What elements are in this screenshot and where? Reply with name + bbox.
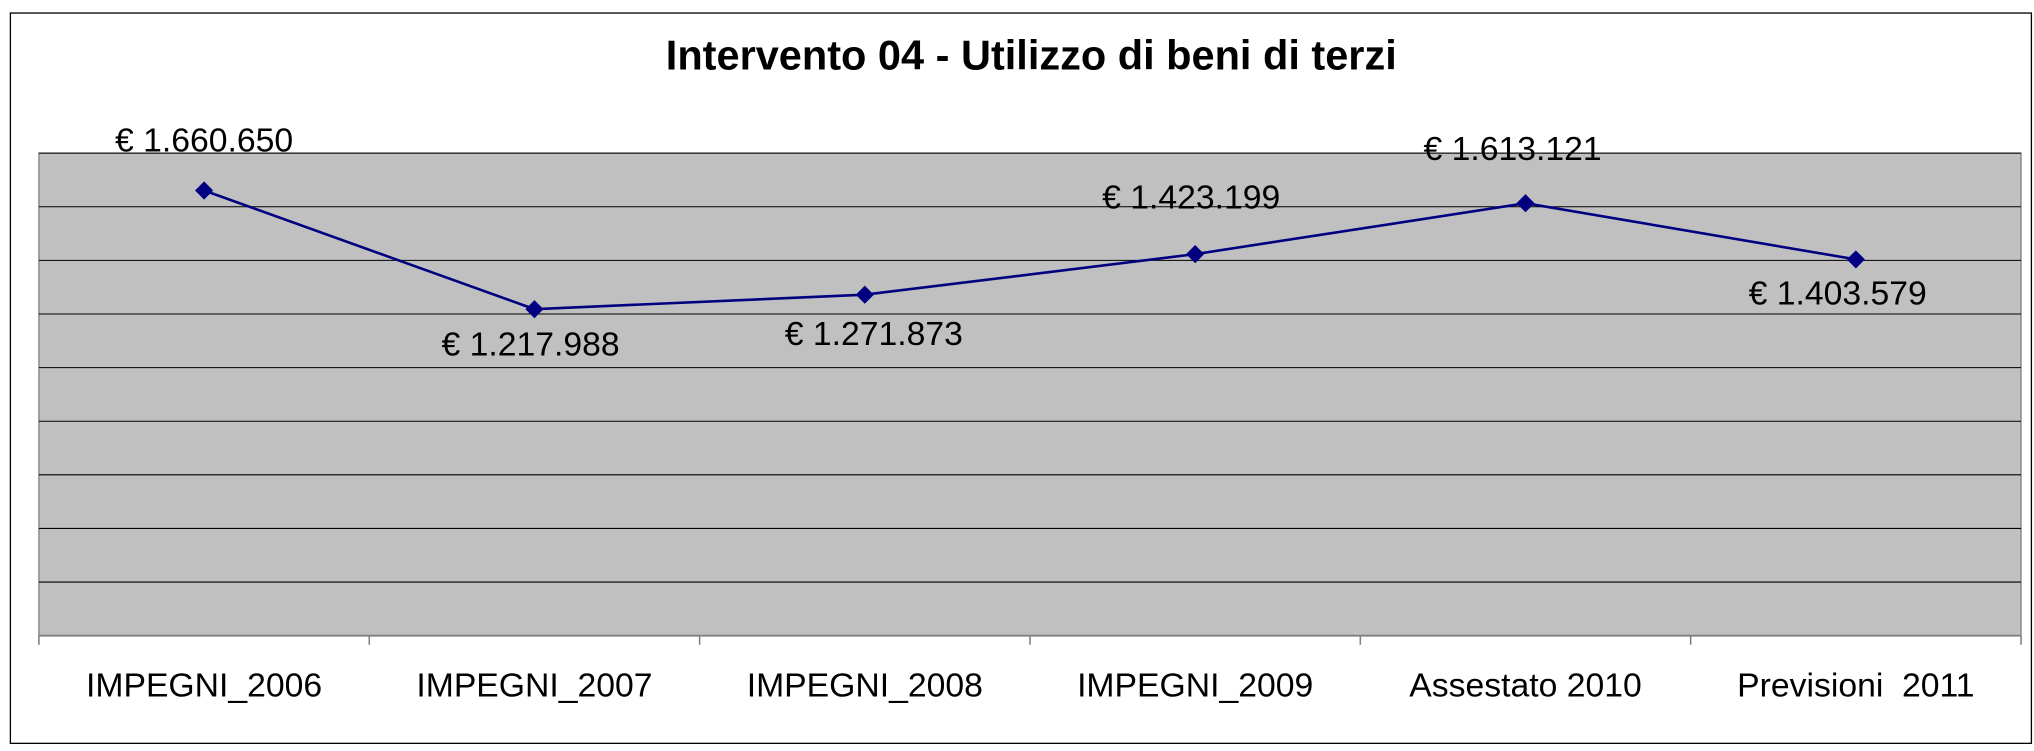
x-tick-label: IMPEGNI_2009 [1077, 666, 1313, 704]
point-marker [525, 300, 544, 319]
line-series [203, 189, 1857, 311]
chart-title: Intervento 04 - Utilizzo di beni di terz… [666, 31, 1397, 78]
data-label: € 1.403.579 [1749, 275, 1927, 313]
point-marker [1846, 250, 1865, 269]
x-tick-label: IMPEGNI_2006 [86, 666, 322, 704]
point-marker [1516, 194, 1535, 213]
x-tick-label: Previsioni 2011 [1737, 666, 1974, 704]
point-marker [1186, 245, 1205, 264]
data-label: € 1.613.121 [1423, 130, 1601, 168]
data-label: € 1.271.873 [785, 315, 963, 353]
point-marker [195, 181, 214, 200]
data-label: € 1.423.199 [1102, 179, 1280, 217]
data-label: € 1.660.650 [115, 121, 293, 159]
data-label: € 1.217.988 [441, 326, 619, 364]
x-tick-label: Assestato 2010 [1409, 666, 1641, 704]
x-tick-label: IMPEGNI_2008 [747, 666, 983, 704]
point-marker [855, 285, 874, 304]
plot-area [38, 152, 2022, 637]
x-tick-label: IMPEGNI_2007 [416, 666, 652, 704]
